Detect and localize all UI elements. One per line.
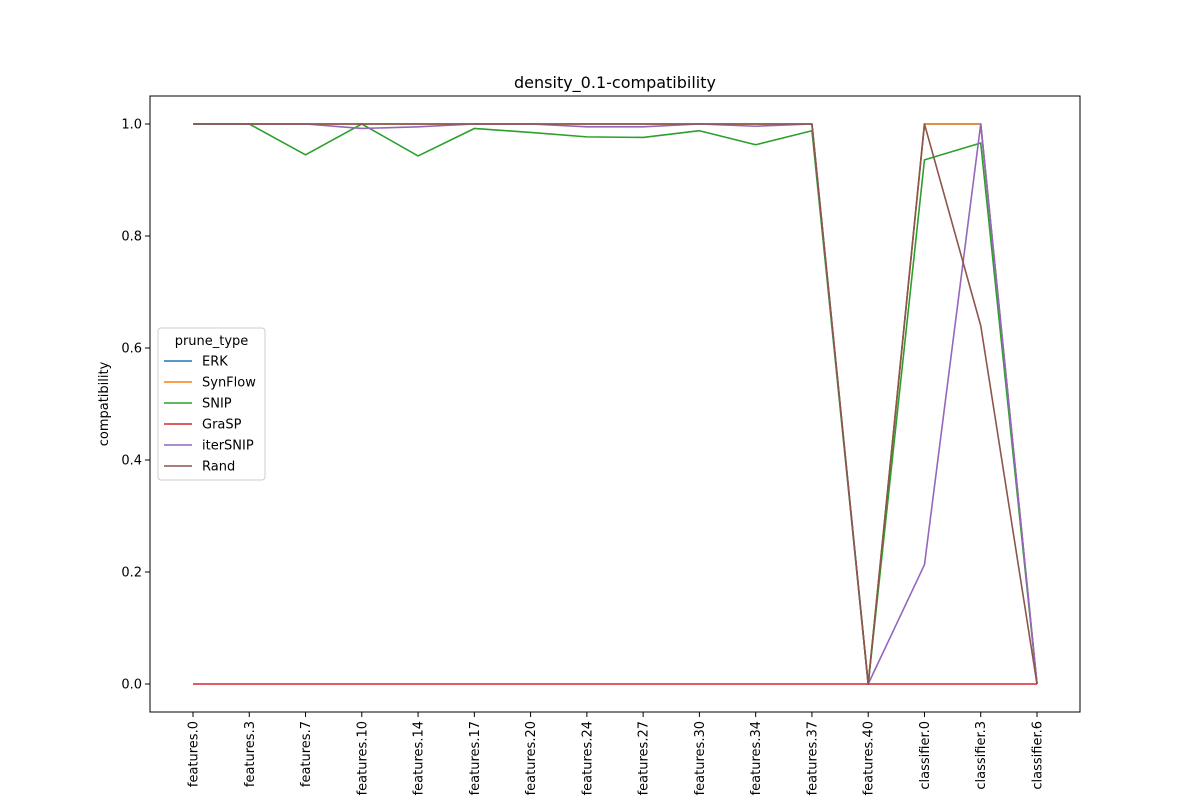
legend-label-itersnip: iterSNIP <box>202 439 254 454</box>
legend: prune_type ERK SynFlow SNIP GraSP iterSNIP Ran… <box>157 327 266 481</box>
x-tick-label: features.20 <box>524 721 539 795</box>
x-tick-label: classifier.6 <box>1031 721 1046 790</box>
y-tick-label: 0.0 <box>121 678 142 693</box>
x-tick-label: features.30 <box>693 721 708 795</box>
series-layer <box>193 123 1038 685</box>
y-tick-label: 0.2 <box>121 566 142 581</box>
legend-label-synflow: SynFlow <box>202 376 256 391</box>
x-tick-label: classifier.0 <box>918 721 933 790</box>
x-tick-label: features.34 <box>749 721 764 795</box>
x-tick-label: classifier.3 <box>974 721 989 790</box>
y-tick-label: 0.8 <box>121 230 142 245</box>
series-line-itersnip <box>193 123 1038 685</box>
x-tick-label: features.10 <box>355 721 370 795</box>
x-tick-label: features.0 <box>187 721 202 787</box>
x-tick-label: features.7 <box>299 721 314 787</box>
y-axis-label: compatibility <box>97 361 112 446</box>
legend-title: prune_type <box>175 334 249 349</box>
series-line-rand <box>193 123 1038 685</box>
legend-box <box>157 327 266 481</box>
x-tick-label: features.27 <box>637 721 652 795</box>
x-tick-label: features.17 <box>468 721 483 795</box>
x-tick-label: features.37 <box>805 721 820 795</box>
legend-label-erk: ERK <box>202 355 228 370</box>
x-tick-label: features.40 <box>862 721 877 795</box>
y-tick-label: 0.4 <box>121 454 142 469</box>
x-tick-label: features.3 <box>243 721 258 787</box>
legend-label-rand: Rand <box>202 460 235 475</box>
x-tick-label: features.14 <box>412 721 427 795</box>
series-line-snip <box>193 123 1038 685</box>
axes-layer: 0.0 0.2 0.4 0.6 0.8 1.0 features.0 features.3 fe… <box>121 95 1081 795</box>
legend-label-grasp: GraSP <box>202 418 242 433</box>
y-tick-label: 0.6 <box>121 342 142 357</box>
plot-frame <box>149 95 1081 713</box>
legend-label-snip: SNIP <box>202 397 232 412</box>
chart-title: density_0.1-compatibility <box>514 73 716 93</box>
x-tick-label: features.24 <box>580 721 595 795</box>
y-tick-label: 1.0 <box>121 118 142 133</box>
